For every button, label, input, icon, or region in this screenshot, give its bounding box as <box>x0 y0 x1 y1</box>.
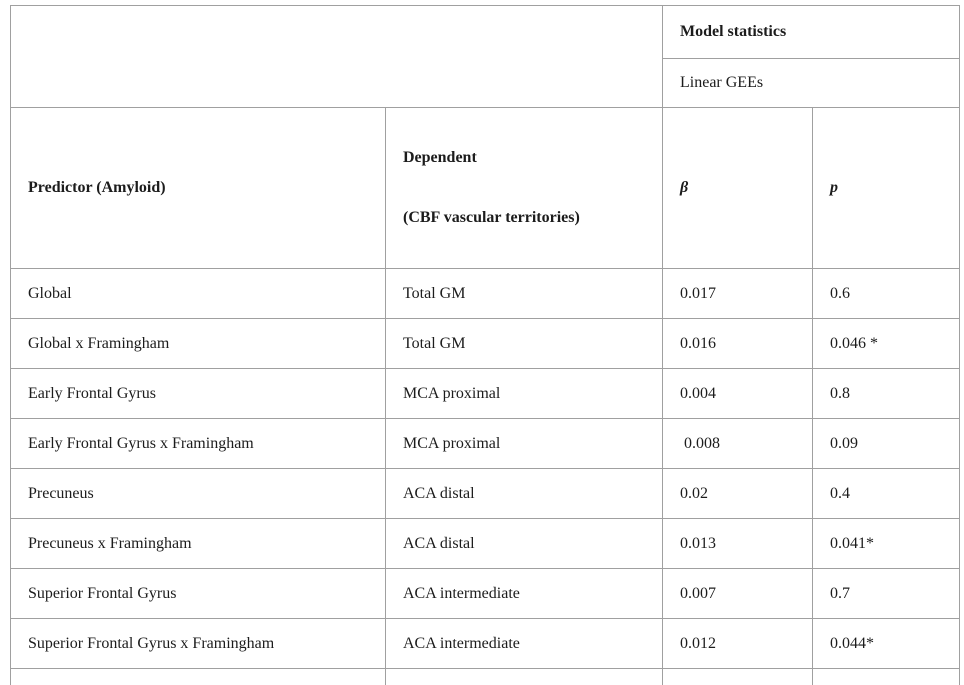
beta-cell: 0.012 <box>662 618 813 669</box>
predictor-cell: Early Frontal Gyrus x Framingham <box>10 418 386 469</box>
p-column-header: p <box>812 107 960 269</box>
dependent-cell: Total GM <box>385 268 663 319</box>
table-row: Global x Framingham Total GM 0.016 0.046… <box>10 318 960 369</box>
table-row: Lingual Gyrus PCA intermediate 0.07 0.3 <box>10 668 960 685</box>
table-row: Early Frontal Gyrus MCA proximal 0.004 0… <box>10 368 960 419</box>
beta-cell: 0.013 <box>662 518 813 569</box>
predictor-cell: Global x Framingham <box>10 318 386 369</box>
table-row: Precuneus x Framingham ACA distal 0.013 … <box>10 518 960 569</box>
table-row: Superior Frontal Gyrus ACA intermediate … <box>10 568 960 619</box>
p-cell: 0.041* <box>812 518 960 569</box>
dependent-cell: MCA proximal <box>385 368 663 419</box>
dependent-cell: MCA proximal <box>385 418 663 469</box>
beta-cell: 0.007 <box>662 568 813 619</box>
dependent-header-line2: (CBF vascular territories) <box>403 209 580 226</box>
dependent-cell: ACA intermediate <box>385 618 663 669</box>
predictor-column-header: Predictor (Amyloid) <box>10 107 386 269</box>
dependent-header-line1: Dependent <box>403 149 477 166</box>
dependent-cell: Total GM <box>385 318 663 369</box>
predictor-cell: Precuneus x Framingham <box>10 518 386 569</box>
beta-cell: 0.008 <box>662 418 813 469</box>
beta-column-header: β <box>662 107 813 269</box>
p-cell: 0.046 * <box>812 318 960 369</box>
predictor-cell: Early Frontal Gyrus <box>10 368 386 419</box>
beta-cell: 0.017 <box>662 268 813 319</box>
table-row: Global Total GM 0.017 0.6 <box>10 268 960 319</box>
predictor-cell: Global <box>10 268 386 319</box>
dependent-cell: ACA distal <box>385 518 663 569</box>
table-row: Early Frontal Gyrus x Framingham MCA pro… <box>10 418 960 469</box>
dependent-column-header: Dependent (CBF vascular territories) <box>385 107 663 269</box>
beta-cell: 0.02 <box>662 468 813 519</box>
predictor-cell: Superior Frontal Gyrus x Framingham <box>10 618 386 669</box>
beta-symbol: β <box>680 179 689 196</box>
p-cell: 0.3 <box>812 668 960 685</box>
dependent-cell: ACA distal <box>385 468 663 519</box>
p-cell: 0.6 <box>812 268 960 319</box>
beta-cell: 0.016 <box>662 318 813 369</box>
p-cell: 0.044* <box>812 618 960 669</box>
dependent-cell: PCA intermediate <box>385 668 663 685</box>
dependent-cell: ACA intermediate <box>385 568 663 619</box>
p-symbol: p <box>830 179 838 196</box>
p-cell: 0.09 <box>812 418 960 469</box>
beta-cell: 0.07 <box>662 668 813 685</box>
table-row: Precuneus ACA distal 0.02 0.4 <box>10 468 960 519</box>
predictor-cell: Superior Frontal Gyrus <box>10 568 386 619</box>
empty-corner-cell <box>10 5 663 108</box>
method-header: Linear GEEs <box>662 58 960 108</box>
p-cell: 0.7 <box>812 568 960 619</box>
method-row: Linear GEEs <box>11 58 960 108</box>
p-cell: 0.4 <box>812 468 960 519</box>
predictor-cell: Precuneus <box>10 468 386 519</box>
beta-cell: 0.004 <box>662 368 813 419</box>
p-cell: 0.8 <box>812 368 960 419</box>
table-row: Superior Frontal Gyrus x Framingham ACA … <box>10 618 960 669</box>
column-header-row: Predictor (Amyloid) Dependent (CBF vascu… <box>10 107 960 269</box>
model-statistics-row: Model statistics <box>10 5 960 108</box>
model-statistics-header: Model statistics <box>662 5 960 59</box>
results-table: Model statistics Linear GEEs Predictor (… <box>10 5 960 685</box>
predictor-cell: Lingual Gyrus <box>10 668 386 685</box>
